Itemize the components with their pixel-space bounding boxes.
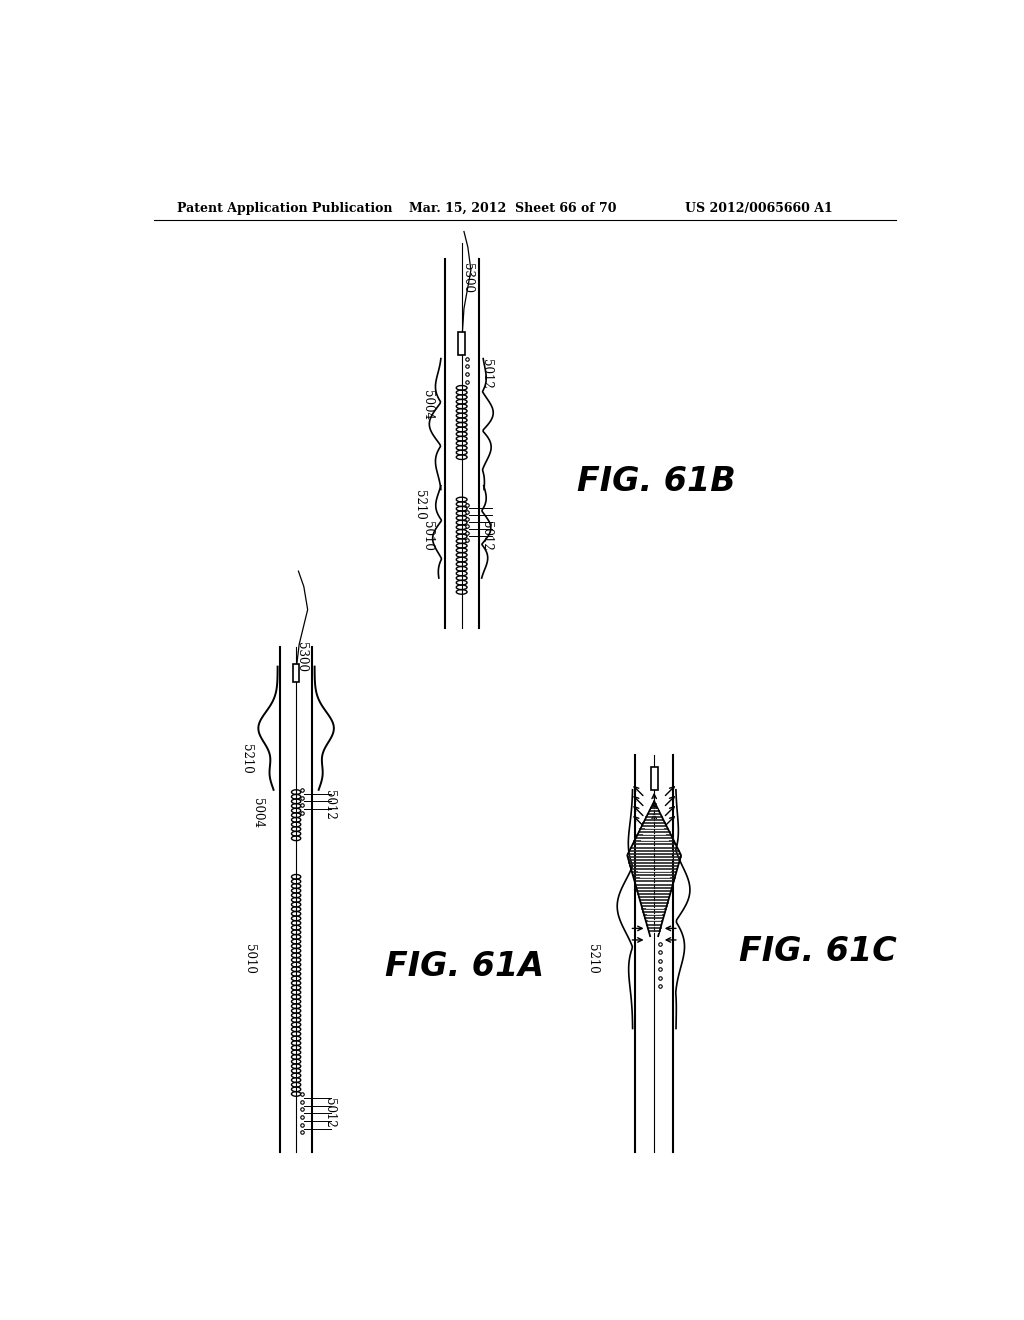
- Bar: [294, 664, 299, 682]
- Text: 5210: 5210: [240, 744, 253, 774]
- Text: 5210: 5210: [586, 944, 599, 974]
- Text: 5012: 5012: [480, 521, 493, 550]
- Text: FIG. 61C: FIG. 61C: [739, 935, 897, 968]
- Text: 5012: 5012: [323, 1098, 336, 1129]
- Text: 5300: 5300: [295, 643, 308, 672]
- Text: 5004: 5004: [421, 389, 433, 420]
- Bar: [650, 767, 657, 789]
- Text: 5012: 5012: [480, 359, 493, 389]
- Text: 5004: 5004: [251, 797, 264, 828]
- Text: FIG. 61A: FIG. 61A: [385, 950, 544, 983]
- Text: 5210: 5210: [413, 490, 426, 520]
- Text: Mar. 15, 2012  Sheet 66 of 70: Mar. 15, 2012 Sheet 66 of 70: [410, 202, 616, 215]
- Text: FIG. 61B: FIG. 61B: [578, 466, 736, 499]
- Text: 5012: 5012: [323, 791, 336, 820]
- Text: 5300: 5300: [461, 263, 473, 293]
- Text: 5010: 5010: [421, 521, 433, 550]
- Text: US 2012/0065660 A1: US 2012/0065660 A1: [685, 202, 833, 215]
- Bar: [458, 331, 465, 355]
- Text: Patent Application Publication: Patent Application Publication: [177, 202, 392, 215]
- Text: 5010: 5010: [244, 944, 256, 974]
